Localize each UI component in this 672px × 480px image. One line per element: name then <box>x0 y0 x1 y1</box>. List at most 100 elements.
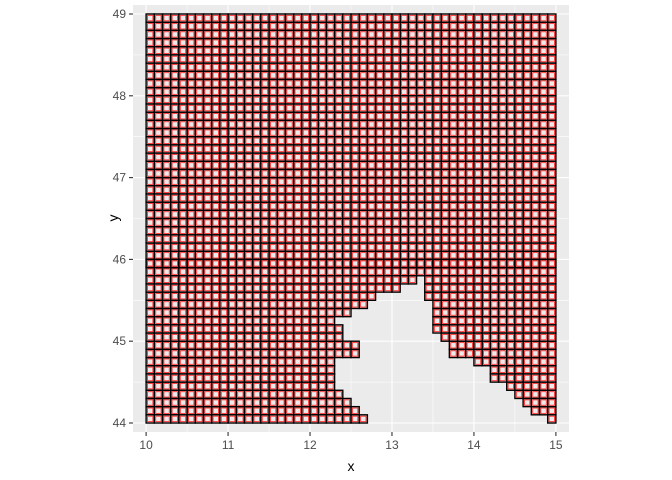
raster-cell-inner <box>433 268 441 275</box>
raster-cell-inner <box>450 203 457 210</box>
raster-cell-inner <box>229 194 236 202</box>
raster-cell-inner <box>294 301 301 308</box>
raster-cell-inner <box>237 366 244 373</box>
raster-cell-inner <box>286 293 293 300</box>
raster-cell-inner <box>483 284 490 292</box>
raster-cell-inner <box>147 366 154 373</box>
raster-cell-inner <box>147 374 154 382</box>
raster-cell-inner <box>212 342 219 349</box>
raster-cell-inner <box>335 293 342 300</box>
raster-cell-inner <box>188 243 195 251</box>
raster-cell-inner <box>319 366 326 373</box>
raster-cell-inner <box>269 268 277 275</box>
raster-cell-inner <box>458 276 465 283</box>
raster-cell-inner <box>163 415 170 423</box>
raster-cell-inner <box>261 415 269 423</box>
raster-cell-inner <box>442 194 449 202</box>
raster-cell-inner <box>196 186 203 194</box>
raster-cell-inner <box>401 276 408 283</box>
raster-cell-inner <box>212 333 219 341</box>
raster-cell-inner <box>335 309 342 316</box>
raster-cell-inner <box>343 284 351 292</box>
raster-cell-inner <box>179 252 187 259</box>
raster-cell-inner <box>515 235 523 243</box>
raster-cell-inner <box>409 178 416 185</box>
raster-cell-inner <box>392 186 400 194</box>
raster-cell-inner <box>376 252 383 259</box>
raster-cell-inner <box>319 350 326 357</box>
raster-cell-inner <box>360 252 367 259</box>
raster-cell-inner <box>196 407 203 414</box>
raster-cell-inner <box>343 178 351 185</box>
raster-cell-inner <box>278 211 285 218</box>
raster-cell-inner <box>310 383 318 390</box>
raster-cell-inner <box>286 235 293 243</box>
raster-cell-inner <box>433 178 441 185</box>
raster-cell <box>350 405 360 416</box>
raster-cell-inner <box>450 325 457 333</box>
raster-cell-inner <box>237 227 244 234</box>
raster-cell-inner <box>147 301 154 308</box>
raster-cell-inner <box>515 301 523 308</box>
raster-cell-inner <box>212 415 219 423</box>
raster-cell-inner <box>540 317 547 324</box>
raster-cell-inner <box>278 227 285 234</box>
raster-cell-inner <box>269 284 277 292</box>
raster-cell-inner <box>286 383 293 390</box>
raster-cell-inner <box>163 374 170 382</box>
raster-cell-inner <box>499 211 506 218</box>
raster-cell-inner <box>507 366 514 373</box>
raster-cell-inner <box>171 333 178 341</box>
raster-cell-inner <box>384 235 392 243</box>
raster-cell-inner <box>515 350 523 357</box>
raster-cell-inner <box>179 325 187 333</box>
raster-cell-inner <box>433 219 441 226</box>
raster-cell-inner <box>245 383 252 390</box>
raster-cell-inner <box>220 203 228 210</box>
raster-cell-inner <box>540 293 547 300</box>
raster-cell-inner <box>310 268 318 275</box>
raster-cell-inner <box>548 350 555 357</box>
raster-cell-inner <box>392 227 400 234</box>
raster-cell-inner <box>179 276 187 283</box>
raster-cell-inner <box>524 219 531 226</box>
raster-cell-inner <box>155 301 162 308</box>
raster-cell-inner <box>327 243 334 251</box>
raster-cell-inner <box>237 342 244 349</box>
raster-cell-inner <box>417 203 424 210</box>
raster-cell-inner <box>384 194 392 202</box>
raster-cell-inner <box>147 227 154 234</box>
raster-cell-inner <box>212 325 219 333</box>
raster-cell-inner <box>458 227 465 234</box>
raster-cell-inner <box>204 260 211 267</box>
raster-cell-inner <box>466 309 473 316</box>
raster-cell-inner <box>524 325 531 333</box>
raster-cell-inner <box>417 211 424 218</box>
raster-cell-inner <box>310 342 318 349</box>
raster-cell-inner <box>163 391 170 398</box>
raster-cell-inner <box>245 260 252 267</box>
raster-cell-inner <box>351 203 359 210</box>
raster-cell-inner <box>188 391 195 398</box>
raster-cell-inner <box>286 178 293 185</box>
raster-cell-inner <box>351 284 359 292</box>
raster-cell-inner <box>548 399 555 406</box>
raster-cell-inner <box>286 374 293 382</box>
raster-cell-inner <box>261 252 269 259</box>
raster-cell-inner <box>335 301 342 308</box>
raster-cell-inner <box>229 374 236 382</box>
raster-cell-inner <box>212 374 219 382</box>
raster-cell-inner <box>442 252 449 259</box>
raster-cell-inner <box>368 284 375 292</box>
raster-cell-inner <box>155 268 162 275</box>
raster-cell-inner <box>261 301 269 308</box>
raster-cell-inner <box>171 350 178 357</box>
raster-cell-inner <box>171 268 178 275</box>
raster-cell-inner <box>450 194 457 202</box>
raster-cell-inner <box>147 391 154 398</box>
raster-cell-inner <box>491 227 498 234</box>
raster-cell-inner <box>302 252 310 259</box>
raster-cell-inner <box>310 358 318 365</box>
raster-cell-inner <box>155 399 162 406</box>
raster-cell-inner <box>433 203 441 210</box>
